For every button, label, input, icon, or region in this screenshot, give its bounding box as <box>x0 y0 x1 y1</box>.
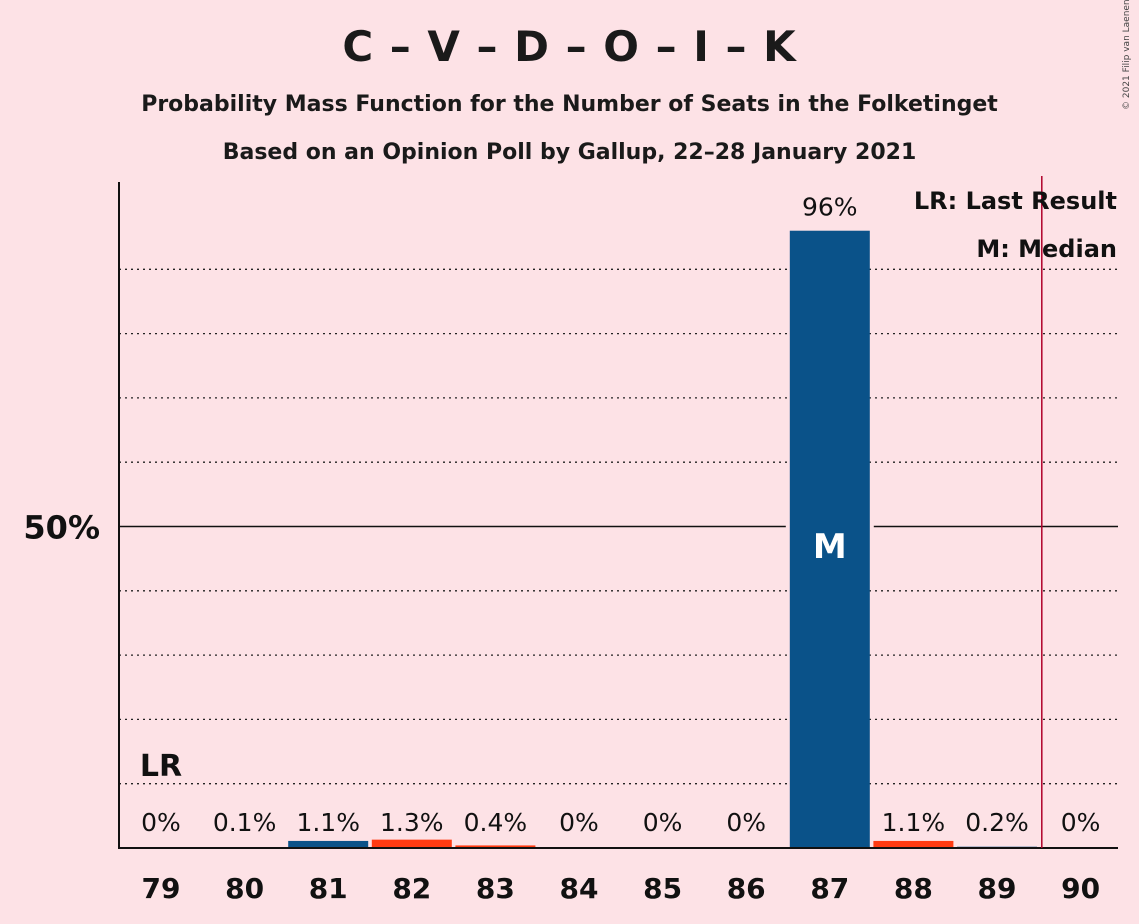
x-tick-label: 89 <box>978 872 1017 905</box>
legend-last-result: LR: Last Result <box>914 187 1117 215</box>
data-label: 0% <box>559 808 599 837</box>
data-label: 0% <box>1061 808 1101 837</box>
bar <box>371 839 452 848</box>
data-label: 1.3% <box>380 808 444 837</box>
data-label: 0.2% <box>965 808 1029 837</box>
x-tick-label: 79 <box>142 872 181 905</box>
chart-subtitle: Probability Mass Function for the Number… <box>141 92 998 117</box>
median-marker: M <box>813 527 847 567</box>
chart-subtitle-poll: Based on an Opinion Poll by Gallup, 22–2… <box>222 140 917 165</box>
x-tick-label: 82 <box>392 872 431 905</box>
data-label: 0% <box>726 808 766 837</box>
x-tick-label: 90 <box>1061 872 1100 905</box>
x-tick-label: 80 <box>225 872 264 905</box>
data-label: 0% <box>643 808 683 837</box>
data-label: 1.1% <box>882 808 946 837</box>
chart-title: C – V – D – O – I – K <box>342 22 797 71</box>
x-tick-label: 83 <box>476 872 515 905</box>
last-result-marker: LR <box>140 749 182 784</box>
x-tick-label: 84 <box>560 872 599 905</box>
bar <box>789 230 870 849</box>
legend-median: M: Median <box>976 235 1117 263</box>
bar <box>288 840 369 848</box>
data-label: 0.4% <box>464 808 528 837</box>
bar <box>873 840 954 848</box>
x-tick-label: 87 <box>810 872 849 905</box>
data-label: 0% <box>141 808 181 837</box>
y-tick-label: 50% <box>23 509 100 547</box>
x-tick-label: 85 <box>643 872 682 905</box>
data-label: 0.1% <box>213 808 277 837</box>
x-tick-label: 88 <box>894 872 933 905</box>
x-tick-label: 81 <box>309 872 348 905</box>
data-label: 96% <box>802 193 858 222</box>
x-tick-label: 86 <box>727 872 766 905</box>
data-label: 1.1% <box>296 808 360 837</box>
bar <box>455 845 536 848</box>
